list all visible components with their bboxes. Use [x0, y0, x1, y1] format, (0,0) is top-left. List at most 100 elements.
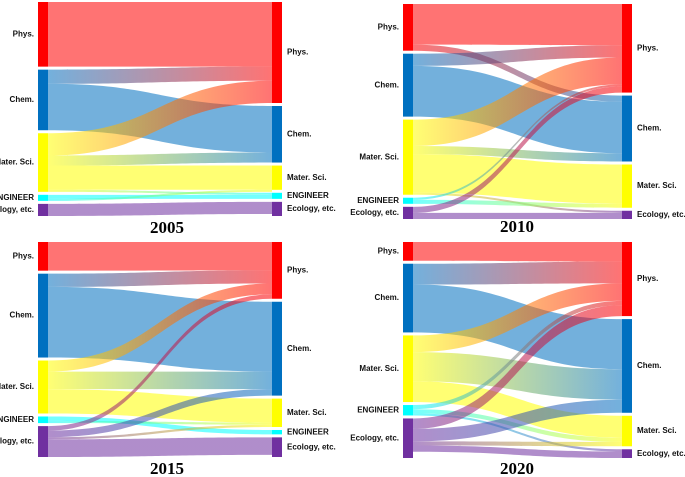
source-node-ecology-etc — [403, 206, 413, 219]
target-label-mater-sci: Mater. Sci. — [287, 173, 327, 182]
source-label-phys: Phys. — [13, 29, 34, 38]
flow-phys-to-phys — [48, 2, 272, 67]
flow-engineer-to-engineer — [48, 194, 272, 199]
flow-mater-sci-to-mater-sci — [48, 165, 272, 190]
source-label-mater-sci: Mater. Sci. — [359, 152, 399, 161]
target-node-chem — [272, 301, 282, 396]
target-label-phys: Phys. — [287, 48, 308, 57]
flow-chem-to-phys — [48, 66, 272, 84]
flow-mater-sci-to-chem — [48, 152, 272, 166]
source-node-chem — [38, 273, 48, 358]
flow-engineer-to-phys — [413, 84, 622, 200]
source-node-phys — [403, 4, 413, 51]
source-label-chem: Chem. — [10, 95, 34, 104]
target-label-phys: Phys. — [287, 265, 308, 274]
flow-chem-to-phys — [413, 261, 622, 285]
target-node-phys — [272, 242, 282, 299]
target-node-engineer — [272, 192, 282, 199]
flows-2010 — [413, 4, 622, 219]
source-label-engineer: ENGINEER — [0, 415, 34, 424]
source-label-mater-sci: Mater. Sci. — [0, 158, 34, 167]
target-node-ecology-etc — [622, 210, 632, 219]
source-node-engineer — [403, 197, 413, 204]
flow-mater-sci-to-chem — [413, 146, 622, 162]
source-label-engineer: ENGINEER — [357, 405, 399, 414]
target-node-mater-sci — [622, 164, 632, 208]
year-title-2005: 2005 — [150, 218, 184, 237]
flow-phys-to-phys — [413, 4, 622, 46]
sankey-panel-2010: Phys. Chem. Mater. Sci. ENGINEER Ecology, et… — [350, 4, 685, 236]
flow-engineer-to-mater-sci — [48, 189, 272, 201]
source-label-chem: Chem. — [375, 80, 399, 89]
flow-mater-sci-to-phys — [413, 283, 622, 353]
year-title-2020: 2020 — [500, 459, 534, 477]
flow-mater-sci-to-engineer — [48, 189, 272, 195]
flows-2005 — [48, 2, 272, 216]
flow-ecology-etc-to-ecology-etc — [413, 212, 622, 219]
source-node-chem — [403, 263, 413, 333]
target-node-engineer — [272, 429, 282, 435]
target-node-chem — [272, 106, 282, 163]
target-label-ecology-etc: Ecology, etc. — [287, 204, 336, 213]
target-node-ecology-etc — [272, 437, 282, 457]
target-label-chem: Chem. — [637, 361, 661, 370]
source-label-phys: Phys. — [378, 22, 399, 31]
target-label-ecology-etc: Ecology, etc. — [637, 449, 685, 458]
flow-chem-to-phys — [413, 45, 622, 66]
flow-chem-to-phys — [48, 270, 272, 287]
flow-ecology-etc-to-phys — [413, 305, 622, 429]
flow-ecology-etc-to-ecology-etc — [48, 201, 272, 216]
flow-mater-sci-to-phys — [413, 57, 622, 147]
source-label-ecology-etc: Ecology, etc. — [0, 205, 34, 214]
target-label-mater-sci: Mater. Sci. — [637, 426, 677, 435]
target-node-ecology-etc — [272, 201, 282, 216]
source-node-chem — [38, 69, 48, 131]
source-node-engineer — [403, 405, 413, 416]
source-label-mater-sci: Mater. Sci. — [0, 382, 34, 391]
flows-2020 — [413, 242, 622, 458]
flow-engineer-to-ecology-etc — [413, 413, 622, 452]
source-label-chem: Chem. — [10, 311, 34, 320]
flow-engineer-to-engineer — [48, 416, 272, 435]
target-label-engineer: ENGINEER — [287, 191, 329, 200]
target-node-phys — [622, 242, 632, 317]
source-node-ecology-etc — [403, 418, 413, 458]
year-title-2015: 2015 — [150, 459, 184, 477]
flow-ecology-etc-to-ecology-etc — [48, 437, 272, 457]
source-label-engineer: ENGINEER — [357, 196, 399, 205]
flow-engineer-to-phys — [413, 300, 622, 410]
source-node-phys — [38, 2, 48, 67]
target-label-mater-sci: Mater. Sci. — [637, 181, 677, 190]
source-node-mater-sci — [403, 335, 413, 403]
source-label-ecology-etc: Ecology, etc. — [350, 433, 399, 442]
sankey-panel-2005: Phys. Chem. Mater. Sci. ENGINEER Ecology, et… — [0, 2, 336, 237]
source-node-mater-sci — [38, 360, 48, 414]
flow-mater-sci-to-phys — [48, 80, 272, 156]
flow-ecology-etc-to-chem — [48, 389, 272, 438]
flow-ecology-etc-to-phys — [413, 86, 622, 213]
flow-phys-to-chem — [413, 44, 622, 102]
sankey-panel-2015: Phys. Chem. Mater. Sci. ENGINEER Ecology, et… — [0, 242, 336, 477]
target-node-ecology-etc — [622, 449, 632, 458]
source-label-mater-sci: Mater. Sci. — [359, 364, 399, 373]
target-label-chem: Chem. — [287, 344, 311, 353]
flow-chem-to-chem — [413, 284, 622, 370]
source-label-ecology-etc: Ecology, etc. — [350, 208, 399, 217]
flow-ecology-etc-to-ecology-etc — [413, 445, 622, 458]
flow-ecology-etc-to-mater-sci — [48, 424, 272, 440]
target-label-engineer: ENGINEER — [287, 427, 329, 436]
source-node-mater-sci — [38, 133, 48, 192]
target-label-ecology-etc: Ecology, etc. — [287, 442, 336, 451]
flow-mater-sci-to-chem — [413, 352, 622, 400]
source-node-phys — [38, 242, 48, 271]
source-node-ecology-etc — [38, 203, 48, 216]
target-label-ecology-etc: Ecology, etc. — [637, 210, 685, 219]
target-node-mater-sci — [622, 415, 632, 447]
source-node-phys — [403, 242, 413, 261]
source-node-engineer — [38, 416, 48, 424]
target-label-mater-sci: Mater. Sci. — [287, 408, 327, 417]
flow-engineer-to-mater-sci — [413, 199, 622, 208]
target-label-chem: Chem. — [637, 124, 661, 133]
source-node-engineer — [38, 194, 48, 201]
